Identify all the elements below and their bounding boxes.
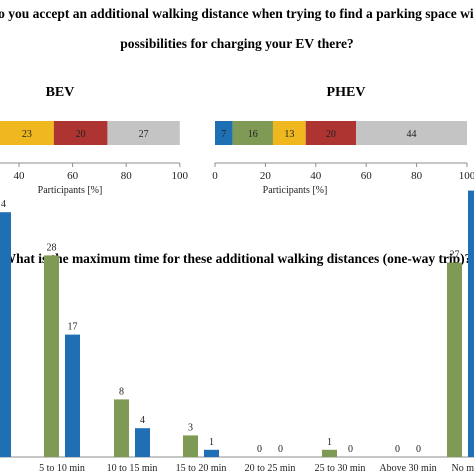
time-category-label: 25 to 30 min [315, 463, 366, 474]
time-bar-value-label: 0 [257, 444, 262, 455]
time-bar-blue [65, 334, 80, 457]
phev-panel-title: PHEV [327, 85, 366, 100]
phev-segment-blue [215, 121, 233, 145]
bev-stacked-bar: 40 60 80 100 23 20 27 [0, 121, 189, 182]
time-bar-green [44, 255, 59, 457]
bev-segment-gray [107, 121, 180, 145]
phev-tick-label: 100 [459, 170, 474, 182]
time-bar-value-label: 4 [140, 415, 145, 426]
bev-segment-red [53, 121, 108, 145]
top-title-line2: possibilities for charging your EV there… [120, 36, 353, 51]
time-bar-value-label: 4 [1, 199, 6, 210]
time-bar-blue [0, 212, 11, 457]
time-bar-value-label: 0 [395, 444, 400, 455]
time-bar-value-label: 17 [68, 322, 78, 333]
time-bar-value-label: 1 [209, 437, 214, 448]
time-bar-value-label: 27 [450, 250, 460, 261]
phev-segment-green [232, 121, 273, 145]
phev-tick-label: 40 [310, 170, 322, 182]
time-bar-blue [135, 428, 150, 457]
bev-panel-title: BEV [46, 85, 75, 100]
top-title-line1: Do you accept an additional walking dist… [0, 6, 474, 21]
phev-segment-yellow [272, 121, 306, 145]
time-bar-green [114, 399, 129, 457]
bev-tick-label: 40 [14, 170, 26, 182]
phev-x-axis-label: Participants [%] [263, 185, 328, 196]
bev-segment-label: 27 [139, 129, 149, 140]
phev-segment-label: 44 [407, 129, 417, 140]
phev-tick-label: 60 [361, 170, 373, 182]
phev-segment-label: 7 [221, 129, 226, 140]
phev-stacked-bar: 0 20 40 60 80 100 7 16 13 20 44 [212, 121, 474, 182]
time-bar-value-label: 0 [278, 444, 283, 455]
phev-segment-label: 20 [326, 129, 336, 140]
time-bar-value-label: 1 [327, 437, 332, 448]
time-bar-blue [204, 449, 219, 457]
time-bar-value-label: 28 [47, 242, 57, 253]
phev-tick-label: 20 [260, 170, 272, 182]
time-category-label: Above 30 min [379, 463, 436, 474]
time-bar-green [447, 262, 462, 457]
time-category-label: 20 to 25 min [245, 463, 296, 474]
time-category-label: 5 to 10 min [39, 463, 85, 474]
time-bar-value-label: 0 [416, 444, 421, 455]
bev-tick-label: 100 [172, 170, 189, 182]
phev-segment-label: 13 [284, 129, 294, 140]
time-bar-value-label: 3 [188, 422, 193, 433]
time-category-label: 10 to 15 min [107, 463, 158, 474]
phev-tick-label: 80 [411, 170, 423, 182]
time-bar-blue [468, 190, 474, 457]
time-bar-green [183, 435, 198, 457]
time-bar-value-label: 8 [119, 386, 124, 397]
bev-tick-label: 60 [67, 170, 79, 182]
time-bar-green [322, 449, 337, 457]
bev-segment-label: 23 [22, 129, 32, 140]
bev-x-axis-label: Participants [%] [38, 185, 103, 196]
bev-tick-label: 80 [121, 170, 133, 182]
time-category-label: 15 to 20 min [176, 463, 227, 474]
time-bar-value-label: 0 [348, 444, 353, 455]
phev-tick-label: 0 [212, 170, 218, 182]
time-bar-chart: 4 28 17 5 to 10 min 8 4 10 to 15 min 3 1 15 to 20… [0, 190, 474, 474]
phev-segment-label: 16 [248, 129, 258, 140]
bev-segment-label: 20 [76, 129, 86, 140]
bottom-title: What is the maximum time for these addit… [3, 251, 472, 266]
phev-segment-gray [356, 121, 467, 145]
phev-segment-red [305, 121, 357, 145]
bev-segment-yellow [0, 121, 54, 145]
time-category-label: No ma [452, 463, 474, 474]
